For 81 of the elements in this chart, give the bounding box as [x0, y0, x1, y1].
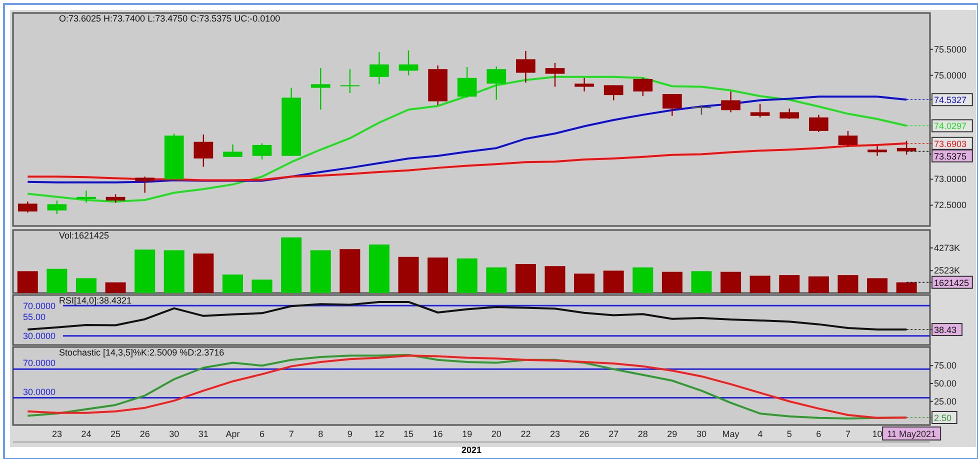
- candlestick: [76, 190, 96, 204]
- y-tick-label: 72.5000: [934, 200, 967, 210]
- candlestick: [135, 176, 155, 194]
- candlestick: [370, 51, 389, 85]
- x-tick-label: 10: [872, 429, 882, 439]
- y-tick-label: 25.00: [934, 396, 957, 406]
- y-tick-label: 75.5000: [934, 44, 967, 54]
- candlestick: [194, 134, 214, 168]
- y-tick-label: 75.00: [934, 360, 957, 371]
- x-tick-label: 19: [462, 429, 472, 439]
- x-tick-label: 30: [696, 429, 706, 439]
- candlestick: [896, 140, 916, 156]
- x-axis-title: 2021: [461, 445, 482, 455]
- x-tick-label: 29: [667, 429, 678, 439]
- x-tick-label: 31: [198, 429, 208, 439]
- candlestick: [692, 104, 712, 116]
- candlestick: [662, 93, 682, 116]
- y-tick-label: 2523K: [934, 266, 960, 276]
- x-tick-label: Apr: [226, 429, 240, 439]
- x-tick-label: 12: [374, 429, 384, 439]
- candlestick: [604, 84, 624, 101]
- y-tick-label: 30.0000: [23, 331, 56, 342]
- x-tick-label: 6: [260, 429, 265, 439]
- annotation: 1621425: [934, 278, 970, 288]
- candlestick: [340, 68, 360, 94]
- candlestick: [223, 144, 242, 158]
- x-tick-label: 7: [288, 429, 294, 439]
- x-tick-label: 28: [638, 429, 648, 439]
- x-tick-label: May: [722, 429, 740, 439]
- candlestick: [47, 200, 67, 215]
- y-tick-label: 70.0000: [23, 300, 56, 311]
- x-tick-label: 30: [169, 429, 180, 439]
- candlestick: [750, 103, 770, 118]
- candlestick: [633, 77, 653, 97]
- x-tick-label: 15: [404, 429, 414, 439]
- x-tick-label: 20: [491, 429, 502, 439]
- y-tick-label: 75.0000: [934, 70, 967, 80]
- x-tick-label: 4: [758, 429, 763, 439]
- y-tick-label: 73.0000: [934, 174, 967, 184]
- x-tick-label: 8: [318, 429, 324, 439]
- candlestick: [838, 130, 858, 148]
- candlestick: [574, 77, 594, 92]
- x-tick-label: 23: [550, 429, 560, 439]
- chart-title: Stochastic [14,3,5]%K:2.5009 %D:2.3716: [59, 348, 224, 358]
- candlestick: [18, 200, 38, 214]
- y-tick-label: 50.00: [934, 378, 957, 388]
- chart-title: RSI[14,0]:38.4321: [59, 296, 132, 306]
- candlestick: [486, 66, 506, 100]
- x-tick-label: 5: [786, 429, 792, 439]
- annotation: 74.0297: [934, 121, 967, 132]
- x-tick-label: 6: [816, 429, 822, 439]
- x-tick-label: 24: [81, 429, 92, 439]
- chart-title: Vol:1621425: [59, 230, 110, 240]
- x-tick-label: 11 May2021: [887, 429, 936, 439]
- candlestick: [252, 142, 272, 160]
- chart-title: O:73.6025 H:73.7400 L:73.4750 C:73.5375 UC:-0.0100: [59, 14, 280, 24]
- candlestick: [868, 145, 887, 156]
- annotation: 73.5375: [934, 151, 967, 162]
- annotation: 74.5327: [934, 95, 967, 106]
- annotation: 73.6903: [934, 138, 967, 149]
- x-tick-label: 9: [347, 429, 352, 439]
- x-tick-label: 16: [432, 429, 443, 439]
- x-tick-label: 23: [52, 429, 62, 439]
- candlestick: [457, 66, 477, 98]
- annotation: 38.43: [934, 325, 957, 336]
- candlestick: [398, 50, 418, 76]
- x-tick-label: 7: [845, 429, 850, 439]
- x-tick-label: 26: [140, 429, 150, 439]
- candlestick: [721, 90, 740, 113]
- annotation: 2.50: [934, 412, 952, 423]
- candlestick: [780, 108, 800, 120]
- candlestick: [545, 62, 565, 88]
- candlestick: [310, 67, 330, 110]
- candlestick: [809, 114, 828, 133]
- y-tick-label: 4273K: [934, 242, 960, 253]
- candlestick: [516, 50, 536, 84]
- x-tick-label: 25: [110, 429, 121, 439]
- x-tick-label: 22: [520, 429, 531, 439]
- x-tick-label: 27: [608, 429, 619, 439]
- x-tick-label: 26: [579, 429, 590, 439]
- y-tick-label: 55.00: [23, 312, 46, 322]
